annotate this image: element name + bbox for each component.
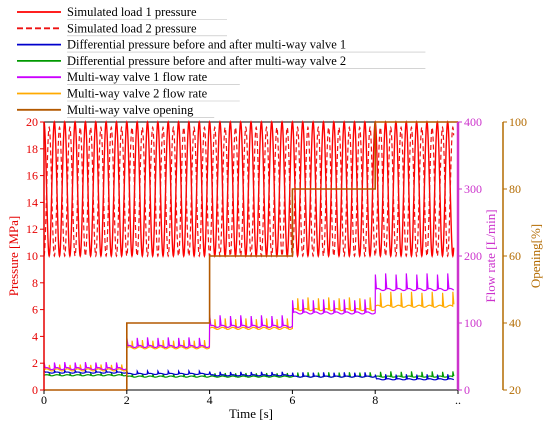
series-line-valve2-flow xyxy=(43,291,455,372)
opening-tick-label: 40 xyxy=(509,316,521,330)
flow-axis-label: Flow rate [L/min] xyxy=(483,209,498,302)
pressure-tick-label: 12 xyxy=(26,222,38,236)
legend-label: Differential pressure before and after m… xyxy=(67,38,346,52)
flow-tick-label: 0 xyxy=(464,383,470,397)
series-line-valve1-flow xyxy=(43,273,455,371)
legend-label: Simulated load 1 pressure xyxy=(67,5,197,19)
flow-tick-label: 100 xyxy=(464,316,482,330)
legend-label: Multi-way valve opening xyxy=(67,103,194,117)
legend-label: Differential pressure before and after m… xyxy=(67,54,346,68)
axes-layer: 0 2 4 6 8 .. Time [s] 0 2 4 6 8 10 12 14 16 18 20 Pressure… xyxy=(6,115,543,421)
pressure-tick-label: 6 xyxy=(32,303,38,317)
x-tick-label: 0 xyxy=(41,393,47,407)
pressure-tick-label: 20 xyxy=(26,115,38,129)
pressure-tick-label: 10 xyxy=(26,249,38,263)
x-tick-label: 4 xyxy=(207,393,213,407)
x-axis-label: Time [s] xyxy=(229,406,273,421)
series-line-valve1-dp xyxy=(43,368,455,381)
pressure-tick-label: 14 xyxy=(26,195,38,209)
x-tick-label: 6 xyxy=(289,393,295,407)
pressure-tick-label: 8 xyxy=(32,276,38,290)
chart-legend: Simulated load 1 pressure Simulated load … xyxy=(17,5,426,118)
x-tick-label: .. xyxy=(455,393,461,407)
series-line-load1-pressure xyxy=(43,120,455,258)
x-tick-label: 2 xyxy=(124,393,130,407)
opening-axis-label: Opening[%] xyxy=(528,224,543,288)
legend-label: Multi-way valve 1 flow rate xyxy=(67,70,208,84)
series-line-valve-opening xyxy=(44,121,458,391)
pressure-tick-label: 16 xyxy=(26,169,38,183)
pressure-tick-label: 0 xyxy=(32,383,38,397)
opening-tick-label: 100 xyxy=(509,115,527,129)
pressure-tick-label: 4 xyxy=(32,329,38,343)
flow-tick-label: 300 xyxy=(464,182,482,196)
pressure-tick-label: 2 xyxy=(32,356,38,370)
series-layer xyxy=(43,120,458,391)
flow-tick-label: 400 xyxy=(464,115,482,129)
legend-label: Multi-way valve 2 flow rate xyxy=(67,87,208,101)
opening-tick-label: 80 xyxy=(509,182,521,196)
flow-tick-label: 200 xyxy=(464,249,482,263)
series-line-load2-pressure xyxy=(43,125,455,258)
legend-label: Simulated load 2 pressure xyxy=(67,21,197,35)
pressure-tick-label: 18 xyxy=(26,142,38,156)
pressure-axis-label: Pressure [MPa] xyxy=(6,216,21,297)
opening-tick-label: 60 xyxy=(509,249,521,263)
opening-tick-label: 20 xyxy=(509,383,521,397)
x-tick-label: 8 xyxy=(372,393,378,407)
